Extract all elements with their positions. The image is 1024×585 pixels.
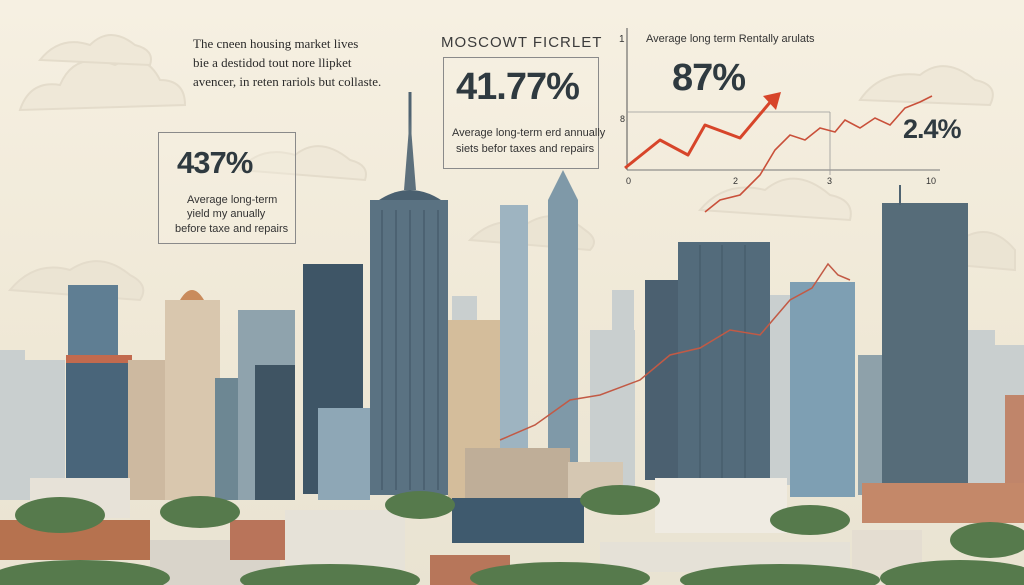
building bbox=[500, 205, 528, 495]
intro-line: bie a destidod tout nore llipket bbox=[193, 55, 352, 70]
building bbox=[862, 483, 1024, 523]
secondary-trend-line bbox=[704, 95, 933, 213]
building bbox=[678, 242, 770, 482]
building bbox=[255, 365, 295, 500]
chart-y-top-label: 1 bbox=[619, 34, 625, 45]
building bbox=[1005, 395, 1024, 495]
chart-x-label: 3 bbox=[827, 176, 833, 186]
growth-arrow-line bbox=[624, 92, 781, 170]
building bbox=[66, 355, 132, 500]
center-stat-value: 41.77% bbox=[456, 66, 580, 108]
building bbox=[882, 203, 968, 493]
spire-building bbox=[548, 170, 578, 480]
building bbox=[465, 448, 570, 500]
building bbox=[452, 498, 584, 543]
chart-y-mid-label: 8 bbox=[620, 114, 626, 124]
chart-x-label: 0 bbox=[626, 176, 632, 186]
building bbox=[318, 408, 370, 500]
right-chart-value: 87% bbox=[672, 57, 746, 99]
building bbox=[790, 282, 855, 497]
left-stat-caption: Average long-term bbox=[187, 194, 278, 206]
chart-x-label: 10 bbox=[926, 176, 937, 186]
left-stat-caption: before taxe and repairs bbox=[175, 223, 289, 235]
right-chart-title: Average long term Rentally arulats bbox=[646, 33, 815, 45]
building bbox=[852, 530, 922, 570]
building-grid bbox=[699, 245, 746, 480]
center-stat-caption: siets befor taxes and repairs bbox=[456, 143, 595, 155]
building bbox=[655, 478, 787, 533]
center-stat-card: 41.77% Average long-term erd annually si… bbox=[443, 57, 605, 169]
left-stat-caption: yield my anually bbox=[187, 208, 266, 220]
city-trend-line bbox=[499, 262, 851, 441]
building-roof bbox=[66, 355, 132, 363]
center-stat-title: MOSCOWT FICRLET bbox=[441, 34, 603, 51]
chart-x-label: 2 bbox=[733, 176, 739, 186]
intro-line: The cneen housing market lives bbox=[193, 36, 359, 51]
tree-line bbox=[0, 485, 1024, 585]
intro-line: avencer, in reten rariols but collaste. bbox=[193, 74, 382, 89]
right-chart-axes bbox=[626, 28, 940, 175]
center-stat-caption: Average long-term erd annually bbox=[452, 127, 606, 139]
building bbox=[165, 300, 220, 500]
building bbox=[285, 510, 405, 570]
intro-paragraph: The cneen housing market lives bie a des… bbox=[193, 34, 381, 91]
central-tower bbox=[370, 92, 448, 495]
left-stat-value: 437% bbox=[177, 145, 253, 180]
building bbox=[858, 355, 886, 495]
building bbox=[645, 280, 680, 480]
right-side-value: 2.4% bbox=[903, 114, 962, 144]
left-stat-card: 437% Average long-term yield my anually … bbox=[158, 132, 296, 244]
dome bbox=[180, 290, 204, 300]
